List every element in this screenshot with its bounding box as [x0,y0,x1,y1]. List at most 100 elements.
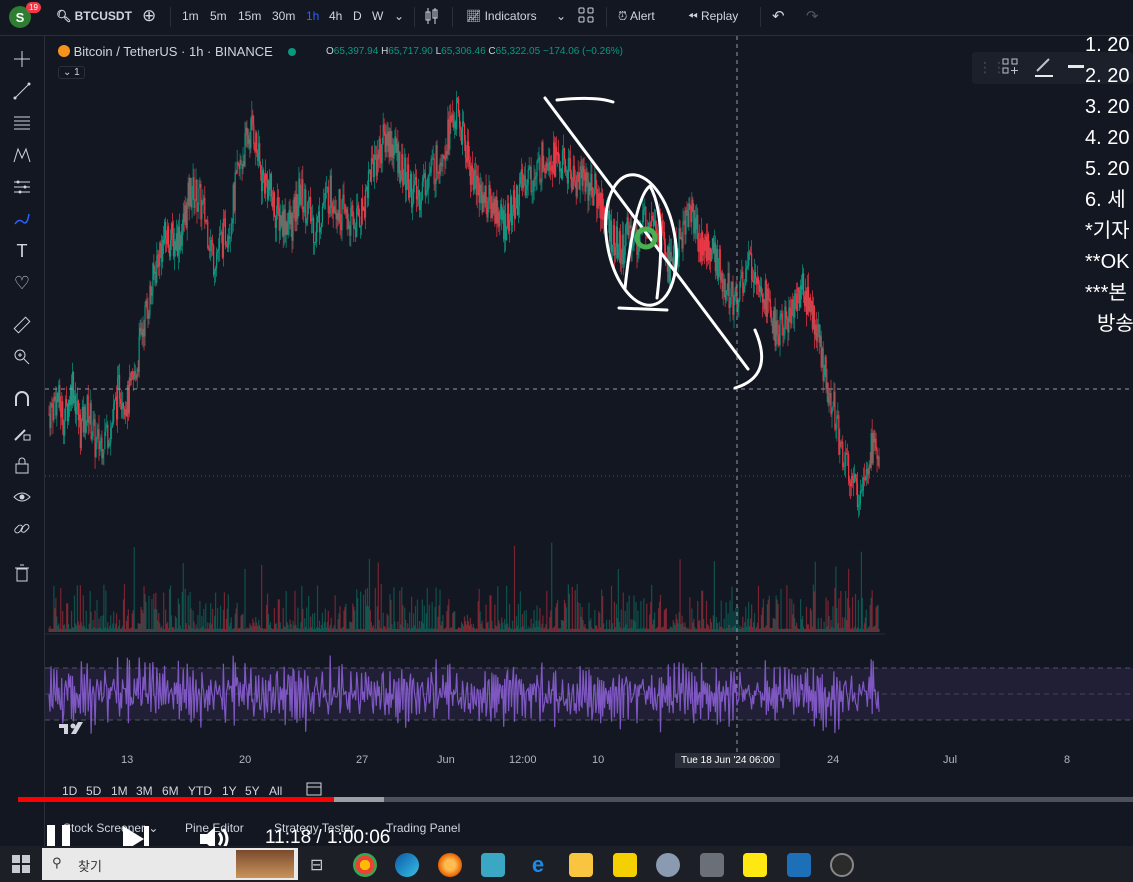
symbol-title[interactable]: Bitcoin / TetherUS · 1h · BINANCE [73,44,273,59]
candle-body [248,139,250,144]
candle-body [535,176,537,179]
price-chart[interactable] [45,36,1133,776]
volume-bar [712,615,715,632]
trash-icon[interactable] [11,562,33,584]
chrome-icon[interactable] [353,853,377,877]
range-1d[interactable]: 1D [62,784,78,798]
sticky-notes-icon[interactable] [613,853,637,877]
volume-bar [777,603,779,632]
app-bird-icon[interactable] [481,853,505,877]
link-icon[interactable] [11,518,33,540]
drag-handle-icon[interactable]: ⋮⋮ [978,59,1006,75]
layout-grid-icon[interactable] [578,7,594,26]
volume-bar [797,627,799,632]
pencil-lock-icon[interactable] [11,422,33,444]
magnet-icon[interactable] [11,388,33,410]
candle-body [364,189,367,218]
candle-body [332,208,334,214]
template-grid-icon[interactable] [1002,58,1018,79]
indicators-collapse-toggle[interactable]: ⌄ 1 [58,66,85,79]
pause-icon[interactable] [45,822,73,861]
pattern-icon[interactable] [11,144,33,166]
interval-30m[interactable]: 30m [272,9,296,23]
user-avatar[interactable]: S [9,6,31,28]
candle-type-icon[interactable] [424,7,440,28]
candle-body [206,220,208,221]
eye-icon[interactable] [11,486,33,508]
taskbar-search-box[interactable]: ⚲ 찾기 [42,848,298,880]
range-1y[interactable]: 1Y [222,784,237,798]
zoom-in-icon[interactable] [11,346,33,368]
calculator-icon[interactable] [700,853,724,877]
windows-start-icon[interactable] [12,855,30,878]
internet-explorer-icon[interactable]: e [531,852,545,877]
symbol-search[interactable]: 🔍︎ BTCUSDT [56,9,132,23]
undo-icon[interactable]: ↶ [772,8,785,25]
alert-button[interactable]: ⏰︎ Alert [618,9,655,24]
file-explorer-icon[interactable] [569,853,593,877]
interval-4h[interactable]: 4h [329,9,343,23]
obs-icon[interactable] [830,853,854,877]
interval-15m[interactable]: 15m [238,9,262,23]
fib-lines-icon[interactable] [11,112,33,134]
candle-body [69,385,72,406]
volume-bar [316,585,319,632]
ruler-icon[interactable] [11,314,33,336]
range-3m[interactable]: 3M [136,784,153,798]
interval-d[interactable]: D [353,9,362,23]
volume-bar [183,628,185,632]
volume-bar [612,628,615,632]
indicators-button[interactable]: 📈︎ Indicators [466,9,537,23]
volume-bar [591,627,593,632]
range-6m[interactable]: 6M [162,784,179,798]
replay-button[interactable]: ⏪︎ Replay [688,9,738,24]
volume-bar [695,628,697,632]
interval-dropdown-chevron-icon[interactable]: ⌄ [394,9,405,23]
kakaotalk-icon[interactable] [743,853,767,877]
indicators-chevron-icon[interactable]: ⌄ [556,9,567,23]
trend-line-icon[interactable] [11,80,33,102]
line-width-icon[interactable] [1068,65,1084,68]
app-store-icon[interactable] [787,853,811,877]
candle-body [590,173,592,192]
range-ytd[interactable]: YTD [188,784,212,798]
app-cloud-icon[interactable] [656,853,680,877]
pencil-color-icon[interactable] [1034,56,1054,83]
edge-icon[interactable] [395,853,419,877]
tab-trading-panel[interactable]: Trading Panel [386,821,461,835]
range-all[interactable]: All [269,784,283,798]
prediction-tools-icon[interactable] [11,176,33,198]
interval-1h[interactable]: 1h [306,9,320,23]
video-progress-track[interactable] [18,797,1133,802]
crosshair-icon[interactable] [11,48,33,70]
candle-body [306,219,308,224]
compare-add-icon[interactable]: ⊕ [142,6,157,25]
candle-body [714,242,716,272]
task-view-icon[interactable]: ⊟ [310,857,324,874]
interval-1m[interactable]: 1m [182,9,199,23]
candle-body [703,240,706,251]
lock-icon[interactable] [11,454,33,476]
text-tool-icon[interactable]: T [16,240,28,261]
redo-icon[interactable]: ↷ [806,8,819,25]
range-5d[interactable]: 5D [86,784,102,798]
candle-body [90,402,92,439]
volume-bar [515,615,518,632]
volume-bar [419,628,422,632]
range-1m[interactable]: 1M [111,784,128,798]
volume-bar [214,615,216,632]
firefox-icon[interactable] [438,853,462,877]
time-axis[interactable]: 13 20 27 Jun 12:00 10 Tue 18 Jun '24 06:… [45,752,1133,772]
volume-bar [567,584,569,632]
heart-icon[interactable]: ♡ [13,272,31,293]
range-5y[interactable]: 5Y [245,784,260,798]
next-video-icon[interactable] [120,822,152,861]
candle-body [456,98,458,130]
calendar-icon[interactable] [306,780,322,799]
tab-strategy-tester[interactable]: Strategy Tester [274,821,355,835]
interval-w[interactable]: W [372,9,384,23]
candle-body [826,383,828,390]
interval-5m[interactable]: 5m [210,9,227,23]
candle-body [418,190,421,211]
brush-icon[interactable] [11,208,33,230]
